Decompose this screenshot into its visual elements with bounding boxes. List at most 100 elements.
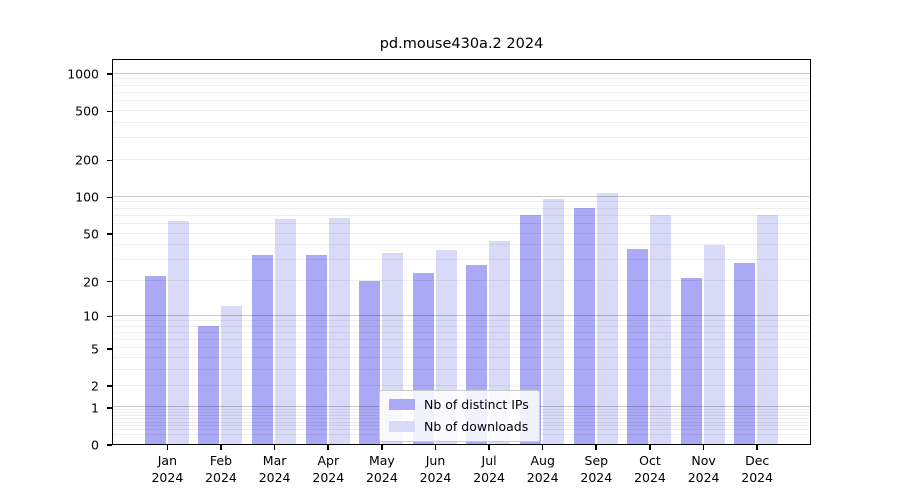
gridline-minor (113, 214, 810, 216)
y-tick-label-500: 500 (75, 103, 99, 119)
bar-distinct-ips-oct (627, 248, 649, 444)
x-tick-label-jan: Jan 2024 (137, 452, 197, 486)
bar-downloads-apr (328, 218, 350, 444)
x-tick-month-dec: Dec (745, 453, 770, 468)
gridline-minor (113, 222, 810, 224)
x-tick-year-aug: 2024 (526, 470, 559, 485)
y-tick-label-200: 200 (75, 152, 99, 168)
x-tick-month-sep: Sep (584, 453, 609, 468)
x-tick-label-feb: Feb 2024 (191, 452, 251, 486)
gridline-major (113, 72, 810, 74)
x-tick-year-nov: 2024 (687, 470, 720, 485)
legend-item-distinct-ips: Nb of distinct IPs (389, 397, 529, 412)
x-tick-mark-oct (649, 445, 651, 450)
y-tick-label-2: 2 (91, 378, 99, 394)
bar-downloads-oct (650, 215, 672, 444)
x-tick-year-may: 2024 (365, 470, 398, 485)
bar-distinct-ips-feb (198, 326, 220, 444)
gridline-minor (113, 91, 810, 93)
bar-downloads-nov (703, 244, 725, 444)
bar-downloads-aug (542, 198, 564, 444)
gridline-minor (113, 201, 810, 203)
y-tick-label-5: 5 (91, 341, 99, 357)
x-tick-year-sep: 2024 (580, 470, 613, 485)
x-tick-mark-may (381, 445, 383, 450)
bar-downloads-sep (596, 193, 618, 444)
y-tick-mark-1000 (107, 73, 112, 75)
x-tick-year-apr: 2024 (312, 470, 345, 485)
x-tick-year-feb: 2024 (205, 470, 237, 485)
x-tick-label-aug: Aug 2024 (513, 452, 573, 486)
bar-distinct-ips-may (359, 280, 381, 444)
legend-swatch-distinct-ips (389, 399, 415, 410)
x-tick-mark-nov (702, 445, 705, 450)
x-tick-label-jun: Jun 2024 (405, 452, 465, 486)
y-tick-mark-100 (107, 196, 112, 199)
x-tick-year-dec: 2024 (741, 470, 774, 485)
x-tick-month-apr: Apr (317, 453, 340, 468)
gridline-minor (113, 232, 810, 234)
x-tick-month-jun: Jun (425, 453, 446, 468)
gridline-minor (113, 121, 810, 123)
x-tick-year-oct: 2024 (634, 470, 666, 485)
y-tick-label-1: 1 (91, 400, 99, 416)
x-tick-month-may: May (368, 453, 395, 468)
y-tick-mark-10 (107, 315, 112, 318)
y-tick-mark-2 (107, 385, 112, 387)
legend-label-downloads: Nb of downloads (424, 419, 529, 434)
y-tick-mark-5 (107, 348, 112, 350)
x-tick-label-oct: Oct 2024 (620, 452, 680, 486)
gridline-minor (113, 109, 810, 111)
x-tick-label-may: May 2024 (352, 452, 412, 486)
y-tick-label-20: 20 (83, 274, 99, 290)
bar-distinct-ips-sep (573, 208, 595, 444)
bar-downloads-jan (167, 220, 189, 444)
bar-distinct-ips-aug (519, 214, 541, 444)
y-tick-label-50: 50 (83, 226, 99, 242)
x-tick-month-jan: Jan (157, 453, 178, 468)
y-tick-label-1000: 1000 (67, 66, 99, 82)
x-tick-month-aug: Aug (530, 453, 555, 468)
x-tick-label-dec: Dec 2024 (727, 452, 787, 486)
x-tick-label-jul: Jul 2024 (459, 452, 519, 486)
legend-label-distinct-ips: Nb of distinct IPs (424, 397, 529, 412)
x-tick-mark-jan (166, 445, 169, 450)
y-tick-mark-1 (107, 407, 112, 409)
y-axis: 0 1 2 5 10 20 50 100 200 500 1000 (0, 61, 112, 453)
x-tick-month-nov: Nov (691, 453, 716, 468)
x-tick-label-nov: Nov 2024 (674, 452, 734, 486)
x-axis: Jan 2024 Feb 2024 Mar 2024 Apr 2024 May 2024 Jun 20… (114, 445, 809, 500)
gridline-minor (113, 158, 810, 160)
y-tick-mark-20 (107, 280, 112, 283)
gridline-minor (113, 78, 810, 80)
y-tick-mark-200 (107, 159, 112, 162)
x-tick-year-jan: 2024 (151, 470, 184, 485)
gridline-major (113, 195, 810, 197)
x-tick-mark-aug (541, 445, 544, 450)
y-tick-mark-50 (107, 233, 112, 235)
x-tick-label-mar: Mar 2024 (245, 452, 305, 486)
x-tick-mark-jul (488, 445, 490, 450)
x-tick-mark-jun (434, 445, 437, 450)
chart-title: pd.mouse430a.2 2024 (379, 36, 544, 52)
gridline-minor (113, 100, 810, 102)
bar-distinct-ips-dec (734, 263, 756, 444)
gridline-minor (113, 137, 810, 139)
bar-distinct-ips-nov (680, 278, 702, 444)
y-tick-mark-0 (107, 444, 112, 446)
bar-downloads-dec (757, 215, 779, 444)
x-tick-label-sep: Sep 2024 (566, 452, 626, 486)
x-tick-mark-feb (220, 445, 222, 450)
y-tick-mark-500 (107, 110, 112, 113)
x-tick-mark-dec (756, 445, 758, 450)
bar-distinct-ips-apr (305, 254, 327, 444)
bar-downloads-mar (274, 219, 296, 444)
gridline-minor (113, 84, 810, 86)
x-tick-month-oct: Oct (639, 453, 661, 468)
legend: Nb of distinct IPs Nb of downloads (379, 390, 540, 442)
y-tick-label-0: 0 (91, 437, 99, 453)
x-tick-year-jun: 2024 (419, 470, 452, 485)
x-tick-year-jul: 2024 (473, 470, 505, 485)
y-tick-label-10: 10 (83, 308, 99, 324)
x-tick-mark-sep (595, 445, 598, 450)
